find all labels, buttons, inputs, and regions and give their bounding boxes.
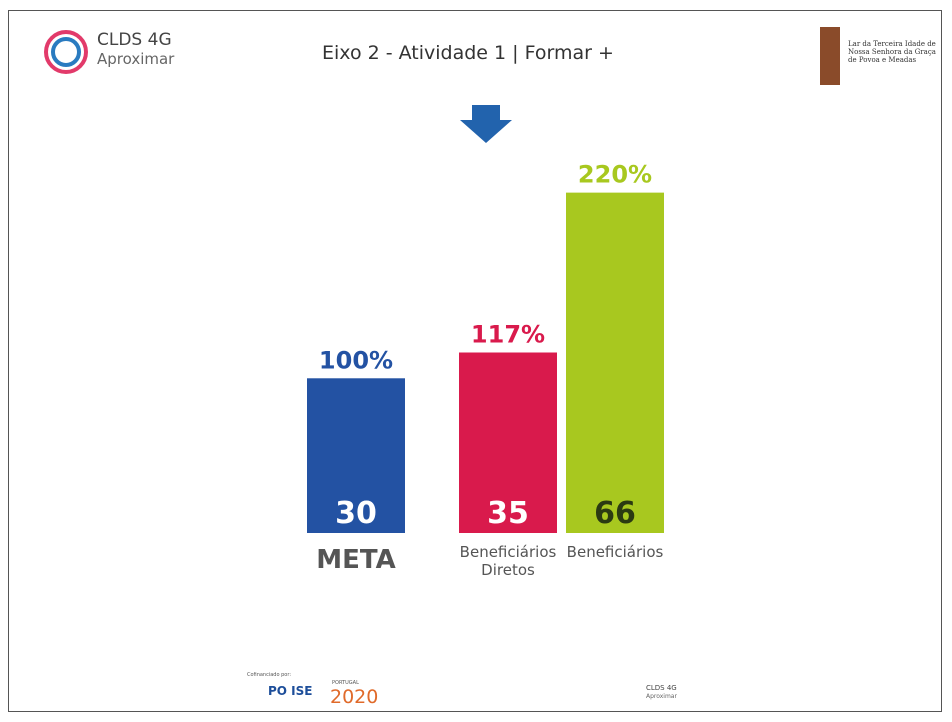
percentage-label: 117%: [471, 321, 545, 349]
partner-name: Lar da Terceira Idade de Nossa Senhora d…: [848, 40, 936, 64]
slide-title: Eixo 2 - Atividade 1 | Formar +: [322, 42, 614, 64]
footer-logo: PORTUGAL: [332, 680, 359, 686]
footer-logo: CLDS 4G: [646, 684, 677, 692]
logo-title: CLDS 4G: [97, 30, 172, 50]
value-label: 30: [335, 496, 377, 531]
category-label: Beneficiários Diretos: [459, 543, 557, 579]
footer-text: Cofinanciado por:: [247, 672, 292, 678]
footer-logo: PO ISE: [268, 684, 313, 698]
partner-icon: [820, 27, 840, 85]
logo-ring: [44, 30, 88, 74]
category-label: META: [316, 545, 396, 575]
footer-logo: 2020: [330, 686, 379, 708]
bar: [459, 352, 557, 533]
percentage-label: 220%: [578, 161, 652, 189]
value-label: 35: [487, 496, 529, 531]
logo-ring: [51, 37, 81, 67]
frame: [8, 10, 942, 712]
category-label: Beneficiários: [566, 543, 664, 561]
logo-subtitle: Aproximar: [97, 50, 175, 68]
value-label: 66: [594, 496, 636, 531]
bar: [566, 192, 664, 533]
arrow: [460, 105, 512, 143]
bar: [307, 378, 405, 533]
percentage-label: 100%: [319, 346, 393, 374]
footer-logo: Aproximar: [646, 693, 677, 700]
